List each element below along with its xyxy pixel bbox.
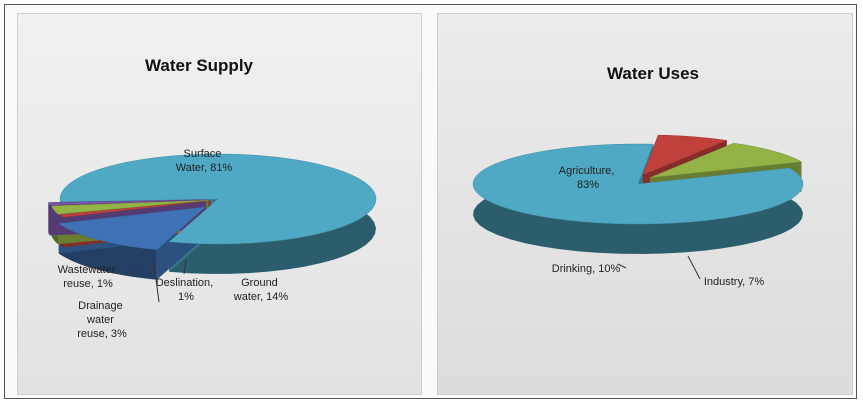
- water-supply-panel: Water Supply Surface Water, 81% Ground w…: [17, 13, 422, 395]
- slice-drinking: [649, 142, 803, 178]
- slice-surface-water: [59, 153, 377, 245]
- leader-line-wastewater: [129, 267, 139, 277]
- slice-deslination: [59, 200, 211, 218]
- leader-line-industry: [687, 255, 701, 280]
- slice-label-surface-water: Surface Water, 81%: [176, 148, 233, 174]
- leader-line-deslination: [183, 259, 187, 275]
- slice-label-ground-water: Ground water, 14%: [233, 277, 289, 303]
- leader-line-drainage: [153, 263, 160, 303]
- slice-label-agriculture: Agriculture, 83%: [559, 165, 618, 191]
- slice-label-drainage: Drainage water reuse, 3%: [77, 300, 127, 340]
- slice-drainage-water-reuse: [51, 200, 209, 215]
- figure-frame: Water Supply Surface Water, 81% Ground w…: [4, 4, 857, 399]
- chart-title: Water Supply: [145, 56, 254, 75]
- water-uses-panel: Water Uses Agriculture, 83% Drinking, 10…: [437, 13, 853, 395]
- slice-label-drinking: Drinking, 10%: [552, 263, 621, 275]
- leader-line-drinking: [617, 263, 627, 269]
- chart-title: Water Uses: [607, 64, 699, 83]
- slice-label-wastewater: Wastewater reuse, 1%: [58, 264, 119, 290]
- slice-wastewater-reuse: [48, 199, 207, 206]
- slice-ground-water: [58, 206, 207, 250]
- slice-label-industry: Industry, 7%: [704, 276, 765, 288]
- water-supply-chart: Water Supply Surface Water, 81% Ground w…: [48, 56, 377, 340]
- slice-agriculture: [472, 143, 804, 225]
- water-uses-chart: Water Uses Agriculture, 83% Drinking, 10…: [472, 64, 804, 288]
- slice-label-deslination: Deslination, 1%: [156, 277, 217, 303]
- slice-industry: [642, 134, 728, 176]
